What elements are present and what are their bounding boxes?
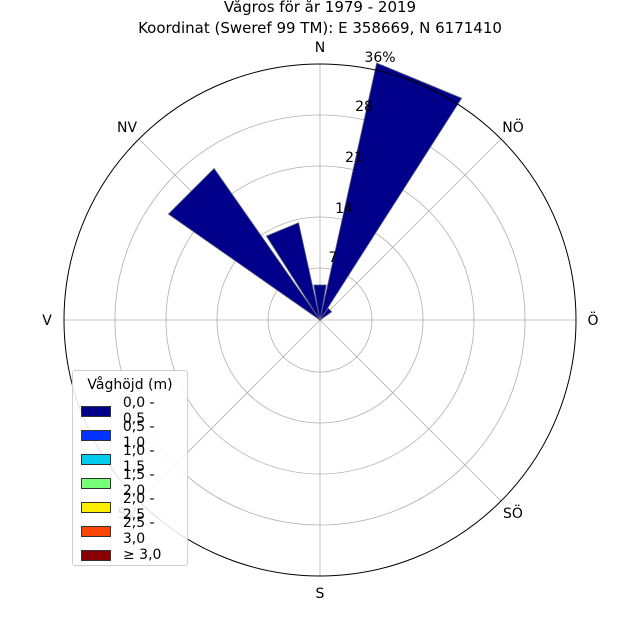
bar-NNV [265,222,321,321]
legend-item: 2,5 - 3,0 [79,515,181,547]
legend-label: 1,0 - 1,5 [122,443,155,475]
grid-spoke [319,319,502,502]
legend-label: 2,0 - 2,5 [122,491,155,523]
grid-spoke [319,138,502,321]
radial-tick-label: 28 [355,99,373,115]
direction-label-NÖ: NÖ [502,118,524,136]
radial-tick-label: 7 [329,250,338,266]
radial-tick-label: 21 [345,150,363,166]
legend-item: 0,0 - 0,5 [79,395,181,427]
legend-swatch [81,429,111,441]
legend-label: ≥ 3,0 [123,547,162,563]
legend-title: Våghöjd (m) [87,377,173,393]
direction-label-V: V [42,313,52,329]
legend-swatch [81,405,111,417]
bar-NNÖ [319,62,463,321]
legend-swatch [81,549,111,561]
legend-label: 1,5 - 2,0 [122,467,155,499]
legend-swatch [81,477,111,489]
legend-item: 2,0 - 2,5 [79,491,181,523]
direction-label-N: N [315,40,325,56]
chart-subtitle: Koordinat (Sweref 99 TM): E 358669, N 61… [138,19,502,37]
radial-tick-label: 14 [335,201,353,217]
bar-N [313,284,327,321]
legend: Våghöjd (m) 0,0 - 0,5 0,5 - 1,0 1,0 - 1,5 1… [72,370,188,566]
legend-item: 1,0 - 1,5 [79,443,181,475]
legend-item: 0,5 - 1,0 [79,419,181,451]
bar-NÖ [319,307,333,321]
direction-label-SÖ: SÖ [503,504,523,522]
polar-frame [63,63,577,577]
legend-swatch [81,525,111,537]
bar-NV [167,167,321,321]
direction-label-NV: NV [117,120,137,136]
legend-swatch [81,501,111,513]
legend-item: ≥ 3,0 [79,543,181,567]
legend-item: 1,5 - 2,0 [79,467,181,499]
direction-label-Ö: Ö [587,311,598,329]
legend-label: 0,0 - 0,5 [122,395,155,427]
direction-label-S: S [316,586,325,602]
legend-swatch [81,453,111,465]
chart-title: Vågros för år 1979 - 2019 [223,0,417,16]
legend-label: 2,5 - 3,0 [122,515,155,547]
legend-label: 0,5 - 1,0 [122,419,155,451]
radial-tick-label: 36% [364,50,395,66]
